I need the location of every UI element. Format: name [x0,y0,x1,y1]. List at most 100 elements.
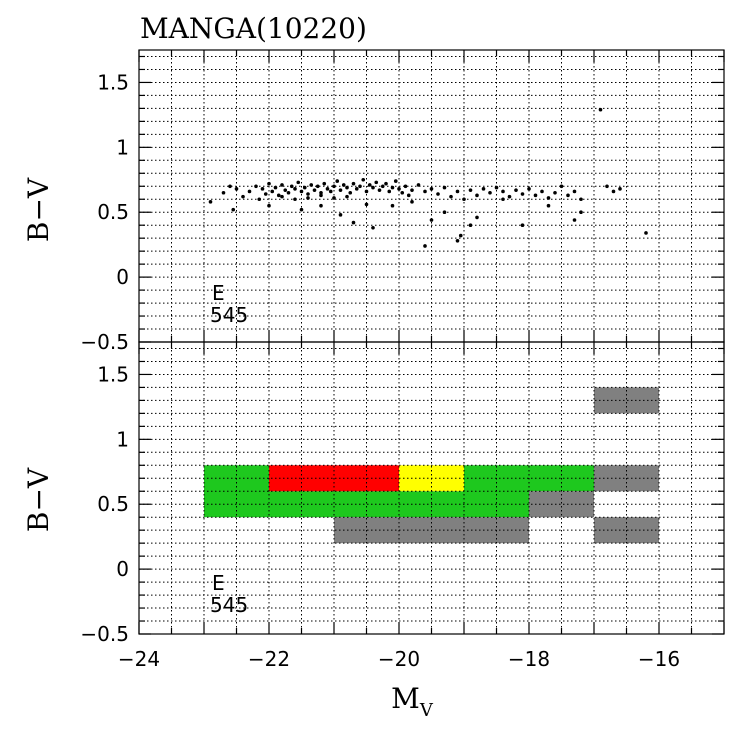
scatter-point-19 [293,187,297,191]
scatter-point-32 [335,179,340,183]
scatter-point-93 [364,202,369,207]
scatter-point-40 [361,177,366,182]
scatter-point-94 [371,225,375,230]
scatter-point-108 [579,210,583,215]
x-tick-label: −18 [508,647,550,671]
scatter-point-0 [208,200,213,204]
scatter-point-18 [289,184,294,189]
scatter-point-44 [374,180,379,185]
y-tick-label: 0 [116,557,129,581]
scatter-point-11 [267,181,271,186]
y-tick-label: 1 [116,135,129,159]
scatter-point-33 [338,188,343,192]
scatter-point-103 [475,215,479,220]
scatter-point-2 [228,184,232,189]
scatter-point-97 [423,244,427,248]
scatter-point-77 [553,190,557,195]
y-tick-label: 1.5 [97,362,129,386]
scatter-point-54 [406,193,411,198]
scatter-point-90 [319,203,323,208]
scatter-point-110 [605,184,609,189]
y-tick-label: −0.5 [80,330,129,354]
scatter-point-34 [341,183,346,187]
panel-bottom-heatmap: −0.5 0 0.5 1 1.5 −24 −22 −20 −18 −16 [80,341,725,671]
scatter-point-79 [566,193,570,198]
scatter-point-60 [442,185,447,190]
scatter-point-101 [458,233,463,238]
y-axis-label-top: B−V [22,177,55,242]
scatter-point-63 [462,197,466,202]
scatter-point-39 [358,184,362,189]
scatter-point-25 [312,188,317,192]
scatter-point-53 [403,184,408,189]
scatter-point-30 [328,189,333,194]
scatter-point-28 [322,181,327,186]
scatter-point-56 [416,183,421,187]
scatter-point-70 [507,194,512,199]
y-tick-label: 1.5 [97,70,129,94]
scatter-point-46 [380,184,385,189]
scatter-point-8 [257,197,262,202]
scatter-point-52 [400,190,405,195]
scatter-point-78 [559,184,564,189]
scatter-point-6 [247,189,252,194]
scatter-point-71 [514,188,518,192]
scatter-point-99 [442,210,447,215]
x-axis-label-subscript: V [419,700,434,721]
scatter-point-67 [488,190,492,195]
scatter-point-48 [387,189,392,194]
scatter-point-15 [280,183,284,187]
scatter-point-80 [572,189,577,194]
scatter-point-74 [533,193,538,198]
scatter-point-43 [371,185,375,190]
scatter-point-72 [520,192,525,196]
scatter-point-7 [254,184,258,189]
scatter-point-105 [520,223,525,227]
scatter-point-89 [299,207,304,212]
scatter-point-21 [299,189,304,194]
scatter-point-58 [429,187,434,191]
y-axis-label-bottom: B−V [22,467,55,532]
scatter-point-86 [332,196,336,200]
scatter-point-87 [345,194,349,199]
panel-top-scatter: −0.5 0 0.5 1 1.5 [80,49,725,354]
scatter-point-91 [338,213,343,217]
scatter-point-20 [296,180,301,185]
heatmap-cell-green-1 [269,491,399,518]
scatter-point-16 [283,188,288,192]
scatter-point-4 [234,187,239,191]
scatter-point-23 [306,192,310,196]
scatter-point-29 [325,187,330,191]
scatter-point-42 [367,183,372,187]
chart-title: MANGA(10220) [140,12,367,45]
scatter-point-22 [302,185,307,190]
scatter-point-109 [598,107,603,112]
scatter-point-5 [241,194,245,199]
scatter-point-27 [319,190,323,195]
scatter-point-68 [494,185,499,190]
y-tick-label: −0.5 [80,622,129,646]
scatter-point-26 [315,184,320,189]
scatter-point-57 [423,189,427,194]
scatter-point-92 [351,220,356,225]
scatter-point-88 [267,203,271,208]
y-tick-label: 0.5 [97,200,129,224]
annotation-count-bottom: 545 [210,593,248,617]
scatter-point-51 [397,187,401,191]
scatter-point-37 [351,181,356,186]
annotation-count-top: 545 [210,303,248,327]
scatter-point-13 [273,185,278,190]
y-tick-label: 1 [116,427,129,451]
scatter-point-100 [455,238,460,243]
scatter-point-73 [527,187,531,191]
scatter-point-102 [468,223,473,227]
x-axis-label: MV [391,682,434,721]
scatter-point-36 [348,190,353,195]
scatter-point-38 [354,187,359,191]
scatter-point-111 [611,189,616,194]
scatter-point-112 [618,187,622,191]
scatter-point-104 [501,197,505,202]
scatter-point-47 [384,181,388,186]
scatter-point-10 [263,192,268,196]
